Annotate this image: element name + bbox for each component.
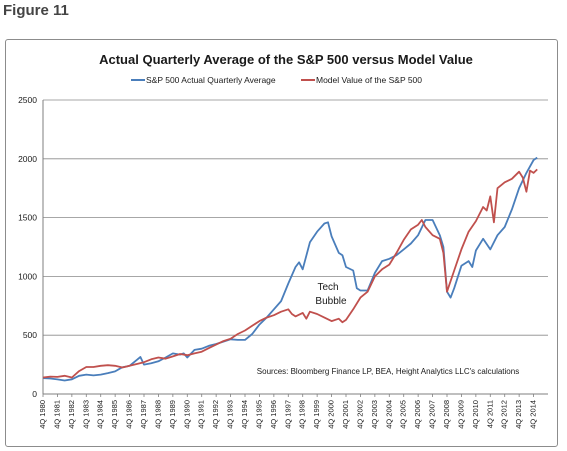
x-tick-label: 4Q 1980 <box>38 400 47 429</box>
x-tick-label: 4Q 1994 <box>240 400 249 429</box>
x-tick-label: 4Q 1992 <box>211 400 220 429</box>
x-tick-label: 4Q 2009 <box>456 400 465 429</box>
x-tick-label: 4Q 1987 <box>139 400 148 429</box>
chart-legend: S&P 500 Actual Quarterly Average Model Va… <box>131 75 422 85</box>
y-tick-label: 0 <box>32 389 37 399</box>
chart-grid <box>42 99 548 395</box>
x-tick-label: 4Q 1983 <box>81 400 90 429</box>
x-tick-label: 4Q 1991 <box>197 400 206 429</box>
legend-label-model: Model Value of the S&P 500 <box>316 75 422 85</box>
x-tick-label: 4Q 2001 <box>341 400 350 429</box>
x-tick-label: 4Q 2000 <box>327 400 336 429</box>
annotation-tech-bubble-line1: Tech <box>317 282 338 293</box>
x-tick-label: 4Q 2011 <box>485 400 494 428</box>
x-tick-label: 4Q 2012 <box>500 400 509 429</box>
x-tick-label: 4Q 1989 <box>168 400 177 429</box>
x-tick-label: 4Q 2005 <box>399 400 408 429</box>
y-tick-label: 500 <box>23 330 37 340</box>
x-axis: 4Q 1980 4Q 1981 4Q 1982 4Q 1983 4Q 1984 4Q 19… <box>38 394 538 429</box>
x-tick-label: 4Q 1988 <box>153 400 162 429</box>
sources-note: Sources: Bloomberg Finance LP, BEA, Heig… <box>257 367 519 376</box>
x-tick-label: 4Q 2008 <box>442 400 451 429</box>
y-tick-label: 2000 <box>18 154 37 164</box>
x-tick-label: 4Q 2014 <box>529 400 538 429</box>
x-tick-label: 4Q 1998 <box>298 400 307 429</box>
x-tick-label: 4Q 1982 <box>67 400 76 429</box>
x-tick-label: 4Q 2006 <box>413 400 422 429</box>
x-tick-label: 4Q 1997 <box>283 400 292 429</box>
x-tick-label: 4Q 2004 <box>384 400 393 429</box>
y-tick-label: 1500 <box>18 213 37 223</box>
annotation-tech-bubble-line2: Bubble <box>315 296 347 307</box>
x-tick-label: 4Q 1996 <box>269 400 278 429</box>
x-tick-label: 4Q 2003 <box>370 400 379 429</box>
x-tick-label: 4Q 2002 <box>355 400 364 429</box>
chart-series <box>42 156 538 382</box>
x-tick-label: 4Q 1993 <box>226 400 235 429</box>
x-tick-label: 4Q 2007 <box>428 400 437 429</box>
y-tick-label: 2500 <box>18 95 37 105</box>
series-line-actual <box>42 156 538 382</box>
x-tick-label: 4Q 1999 <box>312 400 321 429</box>
chart-title: Actual Quarterly Average of the S&P 500 … <box>99 52 473 67</box>
x-tick-label: 4Q 1981 <box>52 400 61 429</box>
y-tick-label: 1000 <box>18 271 37 281</box>
x-tick-label: 4Q 1990 <box>182 400 191 429</box>
y-axis: 0 500 1000 1500 2000 2500 <box>18 95 37 399</box>
x-tick-label: 4Q 1986 <box>125 400 134 429</box>
legend-label-actual: S&P 500 Actual Quarterly Average <box>146 75 276 85</box>
x-tick-label: 4Q 1995 <box>254 400 263 429</box>
x-tick-label: 4Q 1984 <box>96 400 105 429</box>
series-line-model <box>42 168 538 379</box>
x-tick-label: 4Q 2013 <box>514 400 523 429</box>
figure-label: Figure 11 <box>3 2 69 19</box>
x-tick-label: 4Q 2010 <box>471 400 480 429</box>
chart-frame <box>5 39 558 447</box>
x-tick-label: 4Q 1985 <box>110 400 119 429</box>
